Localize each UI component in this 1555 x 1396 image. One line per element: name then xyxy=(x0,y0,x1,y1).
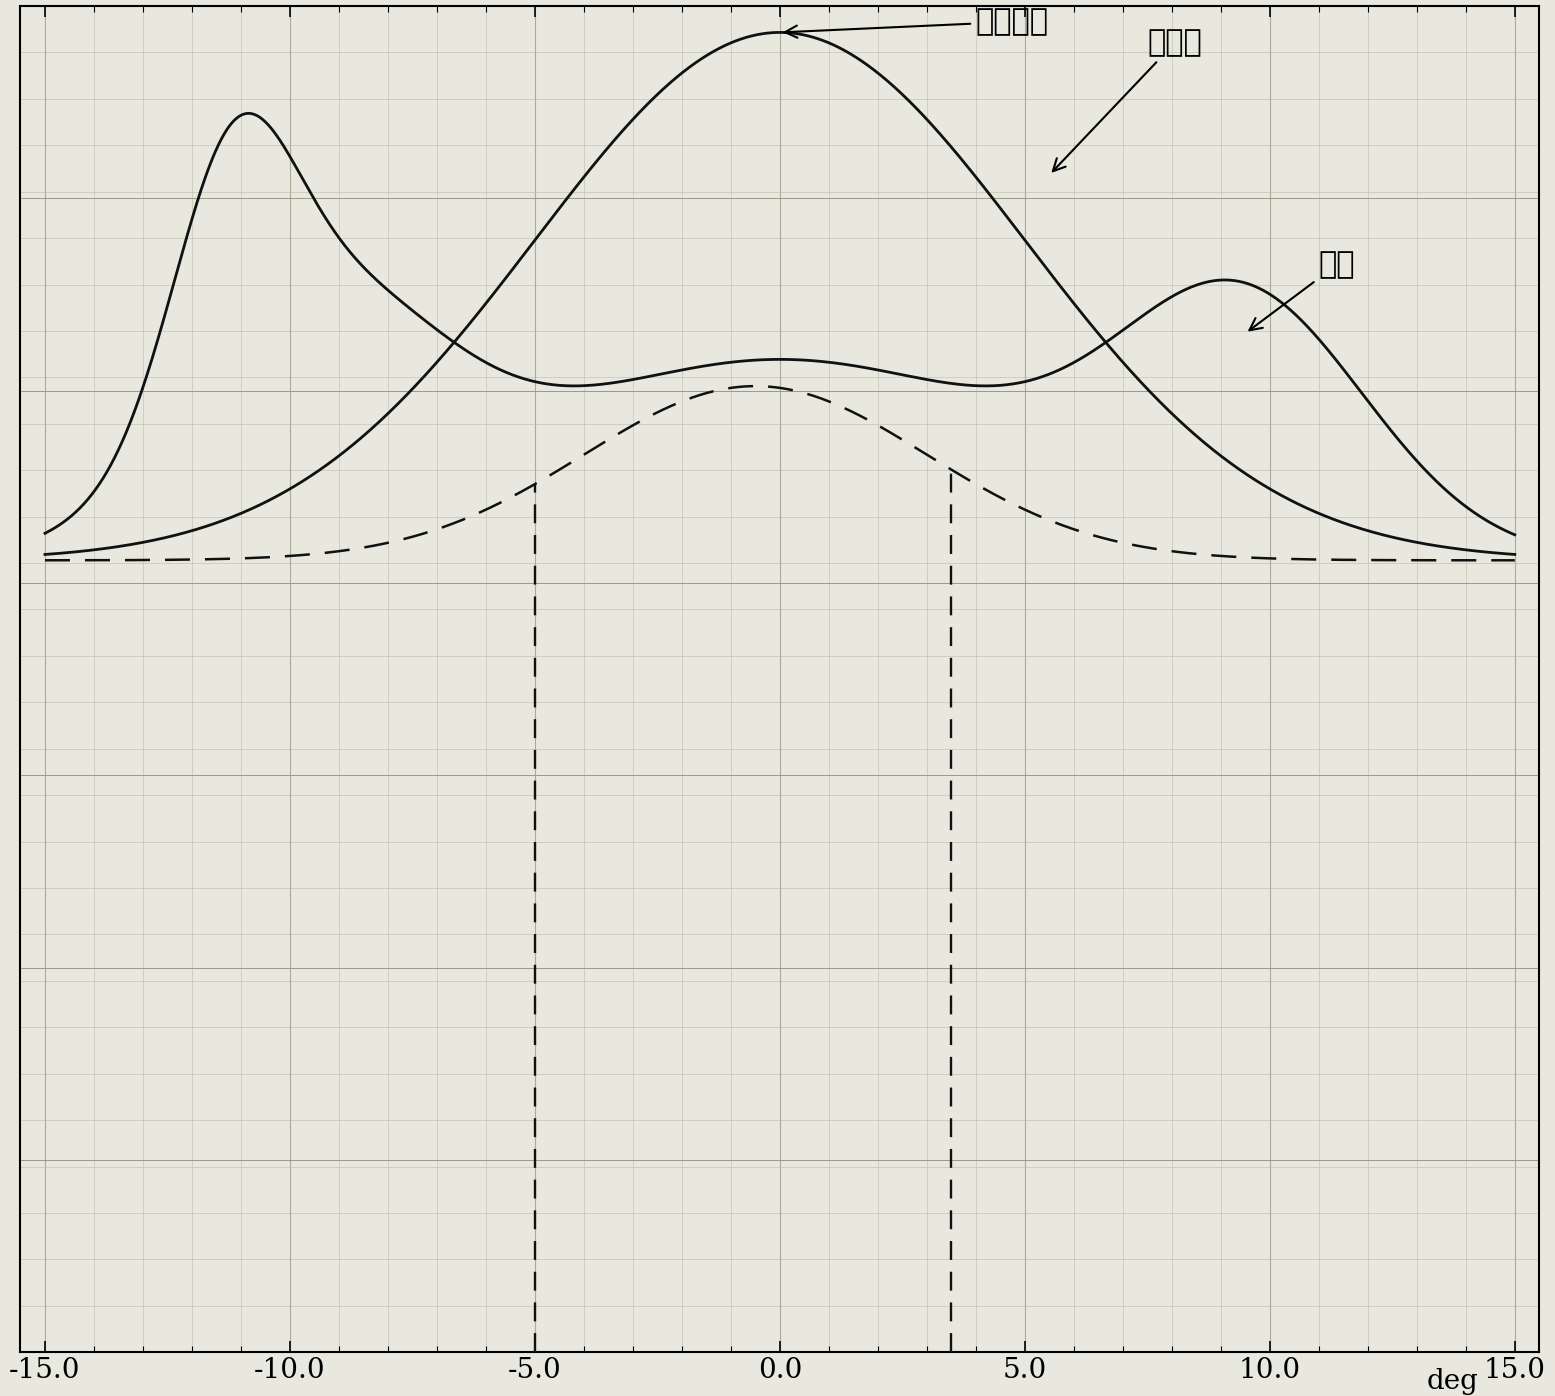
Text: 电平差: 电平差 xyxy=(1053,28,1202,172)
Text: 波束可动: 波束可动 xyxy=(785,7,1050,38)
Text: deg: deg xyxy=(1426,1368,1479,1395)
Text: 固定: 固定 xyxy=(1249,250,1356,331)
